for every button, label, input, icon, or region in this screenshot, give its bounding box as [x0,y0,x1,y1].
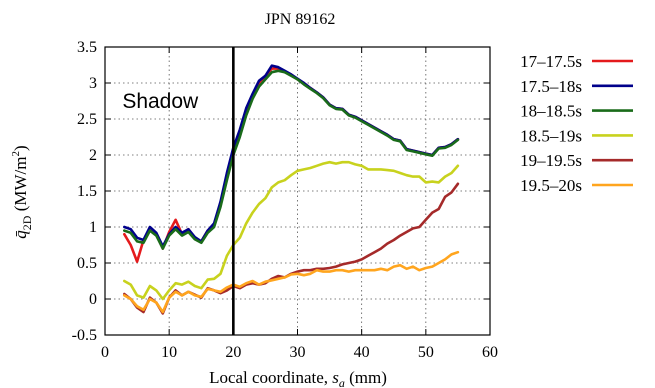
shadow-annotation: Shadow [122,90,199,113]
y-tick-label: 0 [89,291,97,308]
x-tick-label: 0 [101,344,109,361]
y-axis-title-unit: (MW/m [11,156,30,215]
x-tick-label: 40 [354,344,370,361]
y-tick-label: 3 [89,75,97,92]
series-line-4 [123,160,460,301]
y-axis-title-sub: 2D [20,215,34,230]
legend-label: 17–17.5s [520,52,582,71]
legend: 17–17.5s 17.5–18s 18–18.5s 18.5–19s 19–19.5s… [520,52,633,195]
y-tick-label: 2.5 [77,111,97,128]
series-line-6 [123,250,460,314]
axis-ticks: 0 10 20 30 40 50 60-0.500.511.522.533.5 [72,39,498,361]
x-axis-title: Local coordinate, sa (mm) [209,368,387,388]
series-line-3 [123,69,460,250]
legend-label: 18.5–19s [520,126,582,145]
x-axis-title-sub: a [339,376,345,388]
y-tick-label: 2 [89,147,97,164]
legend-label: 19.5–20s [520,176,582,195]
y-axis-title-close: ) [11,145,30,151]
legend-label: 18–18.5s [520,102,582,121]
x-axis-title-var: s [332,368,339,387]
x-axis-title-main: Local coordinate, [209,368,332,387]
y-axis-title: q̄2D (MW/m2) [10,145,34,238]
series-lines [123,64,460,315]
x-tick-label: 50 [418,344,434,361]
y-tick-label: 1 [89,219,97,236]
y-axis-title-sup: 2 [10,151,22,157]
x-tick-label: 20 [225,344,241,361]
x-tick-label: 10 [161,344,177,361]
x-tick-label: 30 [290,344,306,361]
x-tick-label: 60 [482,344,498,361]
legend-label: 17.5–18s [520,77,582,96]
y-tick-label: 0.5 [77,255,97,272]
y-tick-label: 3.5 [77,39,97,56]
chart-title: JPN 89162 [265,11,336,28]
y-axis-title-var: q̄ [11,230,30,239]
y-tick-label: -0.5 [72,327,97,344]
y-tick-label: 1.5 [77,183,97,200]
x-axis-title-unit: (mm) [345,368,387,387]
annotations: Shadow [122,90,199,113]
legend-label: 19–19.5s [520,151,582,170]
